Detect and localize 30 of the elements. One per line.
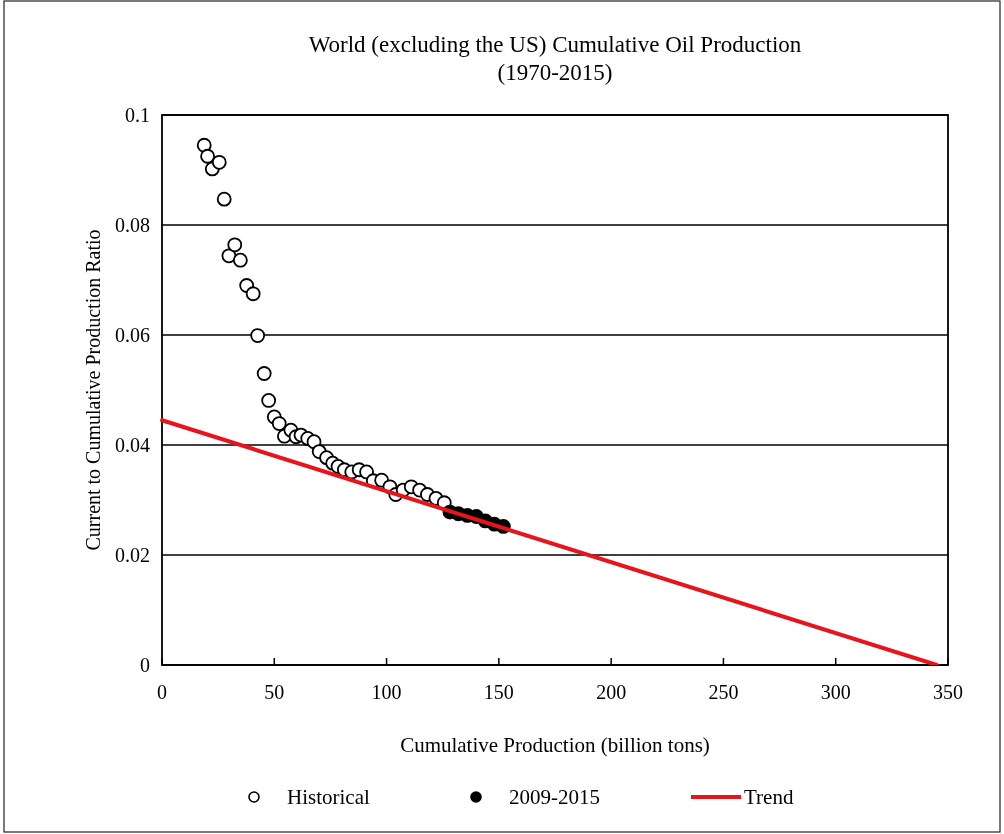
x-tick-label: 100 (371, 681, 402, 703)
point (232, 252, 248, 268)
y-tick-label: 0.06 (115, 324, 150, 346)
x-axis-title: Cumulative Production (billion tons) (400, 733, 710, 757)
point (245, 286, 261, 302)
point (211, 154, 227, 170)
chart-title: World (excluding the US) Cumulative Oil Production (1970-2015) (308, 32, 802, 85)
point (216, 191, 232, 207)
x-tick-label: 350 (933, 681, 963, 703)
legend-label: 2009-2015 (509, 785, 600, 809)
point (271, 416, 287, 431)
x-tick-label: 50 (264, 681, 285, 703)
y-tick-label: 0.02 (115, 544, 150, 566)
y-tick-label: 0.04 (115, 434, 150, 456)
point (256, 366, 272, 381)
x-tick-label: 150 (483, 681, 514, 703)
point (261, 393, 277, 408)
point (250, 328, 266, 343)
y-tick-label: 0 (140, 654, 150, 676)
legend-label: Historical (287, 785, 370, 809)
y-axis-title: Current to Cumulative Production Ratio (82, 229, 104, 551)
x-tick-label: 0 (157, 681, 167, 703)
y-tick-label: 0.08 (115, 214, 150, 236)
y-tick-label: 0.1 (125, 104, 150, 126)
legend-label: Trend (744, 785, 794, 809)
x-tick-label: 300 (820, 681, 851, 703)
point (227, 237, 243, 253)
x-tick-label: 200 (596, 681, 627, 703)
x-tick-label: 250 (708, 681, 739, 703)
point (200, 148, 215, 164)
